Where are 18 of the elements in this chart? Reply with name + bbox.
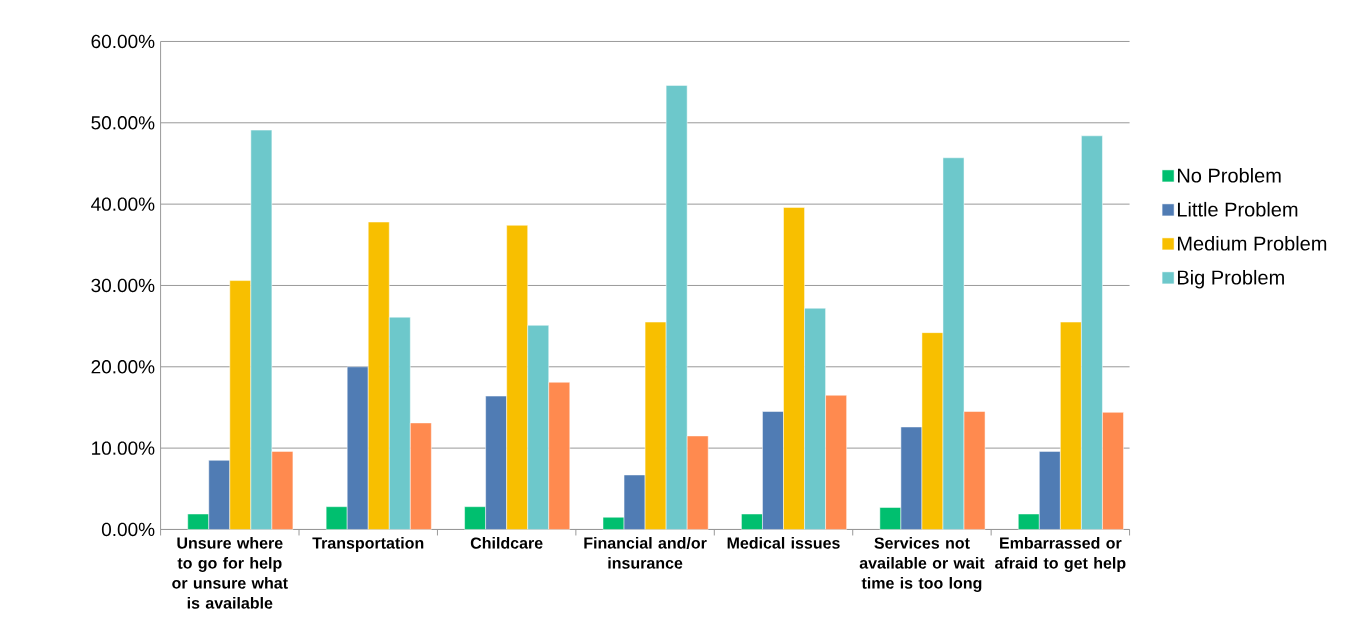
legend-label: Big Problem <box>1177 269 1284 289</box>
x-tick-label: Financial and/or insurance <box>584 536 707 569</box>
x-tick-label: Unsure where to go for help or unsure what is available <box>172 536 288 609</box>
y-tick-label: 50.00% <box>91 116 155 130</box>
legend-label: Medium Problem <box>1177 235 1327 251</box>
x-tick-label: Transportation <box>312 536 424 552</box>
y-tick-label: 10.00% <box>92 441 155 455</box>
y-tick-label: 0.00% <box>101 522 155 537</box>
y-tick-label: 40.00% <box>91 197 155 211</box>
x-tick-label: Medical issues <box>727 536 840 549</box>
y-tick-label: 30.00% <box>91 278 155 293</box>
x-tick-label: Childcare <box>470 536 543 549</box>
legend-label: Little Problem <box>1177 201 1298 217</box>
y-tick-label: 60.00% <box>91 34 155 49</box>
x-tick-label: Services not available or wait time is too long <box>859 536 985 592</box>
legend-label: No Problem <box>1177 167 1281 183</box>
y-tick-label: 20.00% <box>91 360 155 374</box>
x-tick-label: Embarrassed or afraid to get help <box>995 536 1126 572</box>
